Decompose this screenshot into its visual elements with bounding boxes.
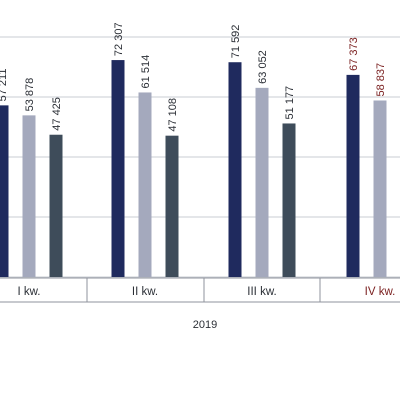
data-label: 47 425 xyxy=(51,97,63,131)
category-label: II kw. xyxy=(132,286,158,298)
bar xyxy=(255,87,269,278)
data-labels: 57 211 53 878 47 425 72 307 61 514 47 108 71 5… xyxy=(0,22,387,131)
data-label: 71 592 xyxy=(230,25,242,59)
data-label: 51 177 xyxy=(284,86,296,120)
data-label: 57 211 xyxy=(0,69,9,102)
data-label: 67 373 xyxy=(348,37,360,71)
data-label: 63 052 xyxy=(257,50,269,84)
gridlines xyxy=(0,36,400,278)
x-axis-title: 2019 xyxy=(193,319,217,331)
x-axis: I kw. II kw. III kw. IV kw. xyxy=(0,277,400,303)
bar xyxy=(49,134,63,277)
data-label: 61 514 xyxy=(140,55,152,89)
category-label: I kw. xyxy=(17,286,40,298)
data-label: 53 878 xyxy=(24,78,36,112)
bars xyxy=(0,60,387,278)
bar xyxy=(282,123,296,278)
category-label: IV kw. xyxy=(365,286,396,298)
bar xyxy=(165,135,179,277)
data-label: 58 837 xyxy=(375,63,387,97)
bar xyxy=(228,62,242,277)
bar xyxy=(346,74,360,277)
bar xyxy=(22,115,36,277)
category-label: III kw. xyxy=(247,286,276,298)
bar xyxy=(0,105,9,277)
data-label: 72 307 xyxy=(113,22,125,56)
bar xyxy=(111,60,125,278)
data-label: 47 108 xyxy=(167,98,179,132)
bar xyxy=(138,92,152,277)
bar xyxy=(373,100,387,277)
